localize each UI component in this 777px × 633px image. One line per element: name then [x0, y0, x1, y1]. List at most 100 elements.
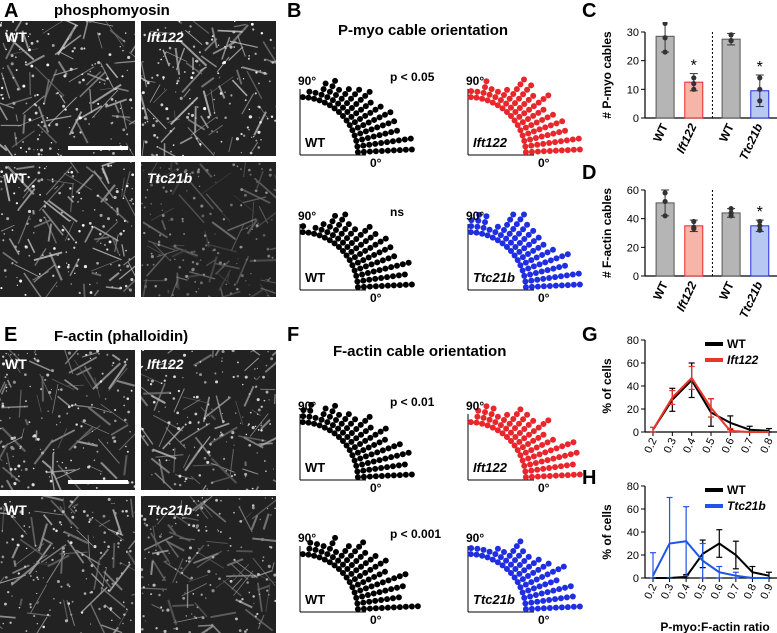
polar-dot	[520, 211, 527, 218]
polar-dot	[387, 109, 394, 116]
polar-dot	[322, 80, 329, 87]
angle-label-0: 0°	[370, 613, 382, 624]
polar-dot	[536, 451, 543, 458]
polar-dot	[494, 427, 501, 434]
micrograph-e-ttc21b	[141, 496, 276, 633]
polar-dot	[476, 211, 483, 218]
polar-dot	[534, 598, 541, 605]
polar-group-label: Ttc21b	[473, 270, 515, 285]
polar-dot	[486, 548, 493, 555]
polar-dot	[530, 453, 537, 460]
polar-dot	[520, 76, 527, 83]
polar-dot	[384, 472, 391, 479]
polar-dot	[343, 117, 350, 124]
polar-dot	[324, 229, 331, 236]
polar-dot	[545, 560, 552, 567]
polar-dot	[365, 119, 372, 126]
polar-dot	[353, 567, 360, 574]
polar-dot	[526, 241, 533, 248]
data-point	[757, 218, 763, 225]
polar-dot	[396, 282, 403, 289]
polar-dot	[320, 221, 327, 228]
polar-dot	[385, 577, 392, 584]
polar-dot	[377, 560, 384, 567]
polar-dot	[382, 425, 389, 432]
polar-dot	[547, 447, 554, 454]
micrograph-a-ttc21b	[141, 162, 276, 297]
angle-label-90: 90°	[466, 399, 484, 413]
polar-dot	[500, 548, 507, 555]
polar-dot	[494, 545, 501, 552]
polar-dot	[528, 277, 535, 284]
polar-dot	[549, 436, 556, 443]
polar-dot	[357, 587, 364, 594]
micrograph-a-ift122	[141, 21, 276, 156]
polar-dot	[305, 419, 312, 426]
polar-dot	[353, 435, 360, 442]
polar-group-label: WT	[305, 135, 325, 150]
polar-dot	[550, 265, 557, 272]
polar-dot	[564, 251, 571, 258]
polar-dot	[311, 420, 318, 427]
polar-dot	[553, 255, 560, 262]
polar-dot	[503, 235, 510, 242]
polar-dot	[339, 248, 346, 255]
polar-dot	[526, 106, 533, 113]
polar-dot	[562, 262, 569, 269]
polar-dot	[563, 594, 570, 601]
polar-dot	[542, 449, 549, 456]
polar-dot	[331, 430, 338, 437]
p-value-label: ns	[390, 205, 404, 219]
polar-dot	[339, 438, 346, 445]
polar-dot	[520, 548, 527, 555]
polar-dot	[348, 552, 355, 559]
polar-dot	[362, 585, 369, 592]
polar-dot	[360, 283, 367, 290]
x-tick-label: 0.7	[739, 436, 756, 455]
polar-dot	[527, 271, 534, 278]
polar-dot	[497, 232, 504, 239]
polar-dot	[391, 443, 398, 450]
y-tick-label: 0	[633, 427, 639, 439]
polar-dot	[354, 468, 361, 475]
polar-dot	[405, 449, 412, 456]
polar-dot	[384, 147, 391, 154]
polar-dot	[569, 461, 576, 468]
polar-dot	[391, 575, 398, 582]
polar-dot	[318, 91, 325, 98]
polar-dot	[519, 589, 526, 596]
polar-dot	[521, 272, 528, 279]
polar-dot	[368, 261, 375, 268]
polar-dot	[324, 551, 331, 558]
polar-dot	[381, 568, 388, 575]
y-tick-label: 0	[633, 271, 639, 283]
polar-dot	[528, 473, 535, 480]
polar-dot	[540, 140, 547, 147]
polar-dot	[540, 275, 547, 282]
polar-dot	[362, 112, 369, 119]
polar-dot	[384, 596, 391, 603]
polar-dot	[305, 229, 312, 236]
polar-dot	[520, 226, 527, 233]
polar-dot	[532, 591, 539, 598]
polar-dot	[558, 604, 565, 611]
polar-dot	[576, 471, 583, 478]
polar-dot	[516, 95, 523, 102]
polar-dot	[499, 105, 506, 112]
polar-dot	[388, 586, 395, 593]
micrograph-e-wt-top	[0, 350, 135, 490]
polar-dot	[362, 103, 369, 110]
polar-dot	[371, 251, 378, 258]
polar-dot	[545, 417, 552, 424]
polar-dot	[343, 252, 350, 259]
polar-dot	[354, 600, 361, 607]
polar-dot	[408, 471, 415, 478]
polar-dot	[536, 583, 543, 590]
polar-dot	[544, 132, 551, 139]
polar-dot	[473, 229, 480, 236]
polar-dot	[546, 596, 553, 603]
polar-dot	[305, 551, 312, 558]
data-point	[691, 226, 697, 232]
polar-dot	[553, 120, 560, 127]
